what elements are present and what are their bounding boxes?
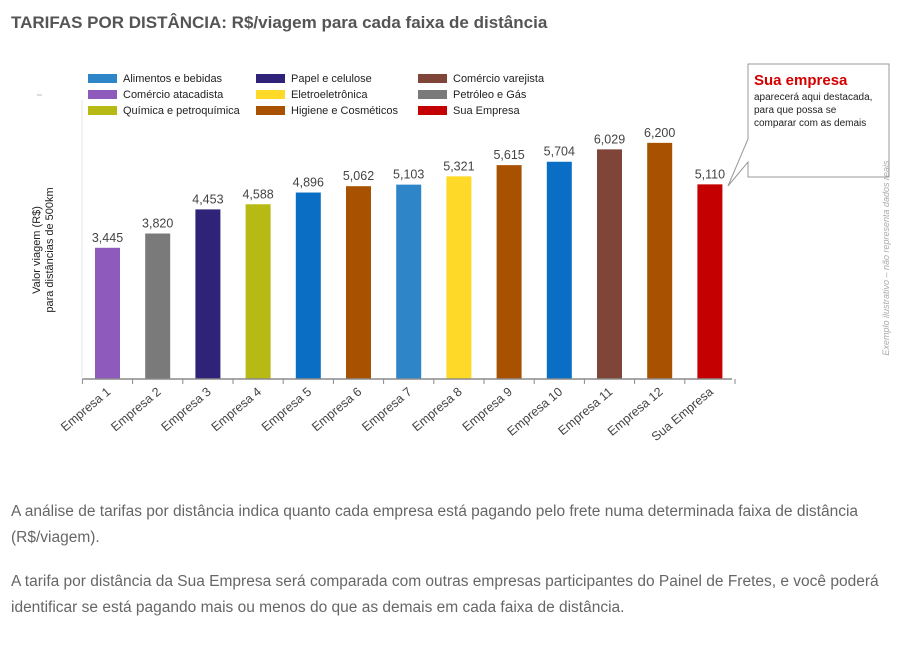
legend-swatch [418,106,447,115]
bar [546,161,572,379]
legend-item: Química e petroquímica [88,105,241,117]
bar [597,149,622,379]
legend-swatch [418,74,447,83]
legend-swatch [88,106,117,115]
legend-item: Eletroeletrônica [256,89,368,101]
callout-box: Sua empresa aparecerá aqui destacada, para… [727,63,890,187]
data-label: 6,029 [594,132,625,146]
x-tick-label: Empresa 6 [309,385,364,435]
bar [396,184,422,379]
x-tick-label: Empresa 2 [108,385,163,435]
x-tick-label: Empresa 4 [209,385,264,435]
data-label: 5,704 [544,145,575,159]
bar [145,233,171,379]
callout-shape [727,63,890,187]
bar-chart: Alimentos e bebidas Papel e celulose Comér… [31,63,891,444]
description-paragraph-1: A análise de tarifas por distância indic… [11,503,859,546]
legend-swatch [256,90,285,99]
legend-item: Comércio varejista [418,73,545,85]
bar [697,184,723,379]
chart-legend: Alimentos e bebidas Papel e celulose Comér… [88,73,545,117]
bar [496,165,522,379]
x-tick-label: Empresa 5 [259,385,314,435]
x-tick-label: Empresa 3 [159,385,214,435]
legend-swatch [418,90,447,99]
page-title: TARIFAS POR DISTÂNCIA: R$/viagem para ca… [11,13,548,32]
data-label: 5,062 [343,169,374,183]
legend-label: Sua Empresa [453,105,521,117]
bar [295,192,321,379]
x-tick-label: Empresa 7 [359,385,414,435]
legend-label: Papel e celulose [291,73,372,85]
y-axis-label-line: para distâncias de 500km [44,187,56,312]
callout-line: para que possa se [754,105,837,116]
data-label: 3,820 [142,217,173,231]
legend-swatch [256,106,285,115]
bar [446,176,472,379]
x-tick-label: Empresa 1 [58,385,113,435]
x-tick-label: Empresa 10 [505,385,566,439]
legend-label: Higiene e Cosméticos [291,105,398,117]
legend-item: Alimentos e bebidas [88,73,223,85]
legend-label: Petróleo e Gás [453,89,527,101]
legend-label: Eletroeletrônica [291,89,368,101]
data-label: 5,110 [695,167,725,181]
data-label: 5,321 [443,159,474,173]
bars: 3,445 3,820 4,453 4,588 4,896 5,062 5,103 5,321… [92,126,725,379]
data-label: 4,453 [192,192,223,206]
bar [95,247,120,379]
legend-item: Papel e celulose [256,73,372,85]
legend-label: Alimentos e bebidas [123,73,223,85]
legend-label: Comércio varejista [453,73,545,85]
legend-swatch [88,90,117,99]
side-note: Exemplo ilustrativo – não representa dad… [881,160,891,356]
bar [647,142,673,379]
legend-swatch [256,74,285,83]
data-label: 5,615 [493,148,524,162]
legend-item: Comércio atacadista [88,89,224,101]
legend-label: Comércio atacadista [123,89,224,101]
description-paragraph-2: A tarifa por distância da Sua Empresa se… [11,573,879,616]
data-label: 5,103 [393,168,424,182]
data-label: 3,445 [92,231,123,245]
disclaimer-text: Exemplo ilustrativo – não representa dad… [881,160,891,356]
bar [346,186,371,379]
legend-swatch [88,74,117,83]
legend-item: Sua Empresa [418,105,521,117]
bar [245,204,271,379]
legend-item: Higiene e Cosméticos [256,105,398,117]
data-label: 6,200 [644,126,675,140]
y-axis-label-line: Valor viagem (R$) [31,206,43,294]
y-axis-label: Valor viagem (R$) para distâncias de 500k… [31,187,56,312]
legend-item: Petróleo e Gás [418,89,527,101]
data-label: 4,896 [293,176,324,190]
x-tick-label: Empresa 8 [410,385,465,435]
data-label: 4,588 [242,187,273,201]
callout-title: Sua empresa [754,72,848,89]
callout-line: comparar com as demais [754,118,866,129]
legend-label: Química e petroquímica [123,105,241,117]
bar [195,209,221,379]
callout-line: aparecerá aqui destacada, [754,92,872,103]
